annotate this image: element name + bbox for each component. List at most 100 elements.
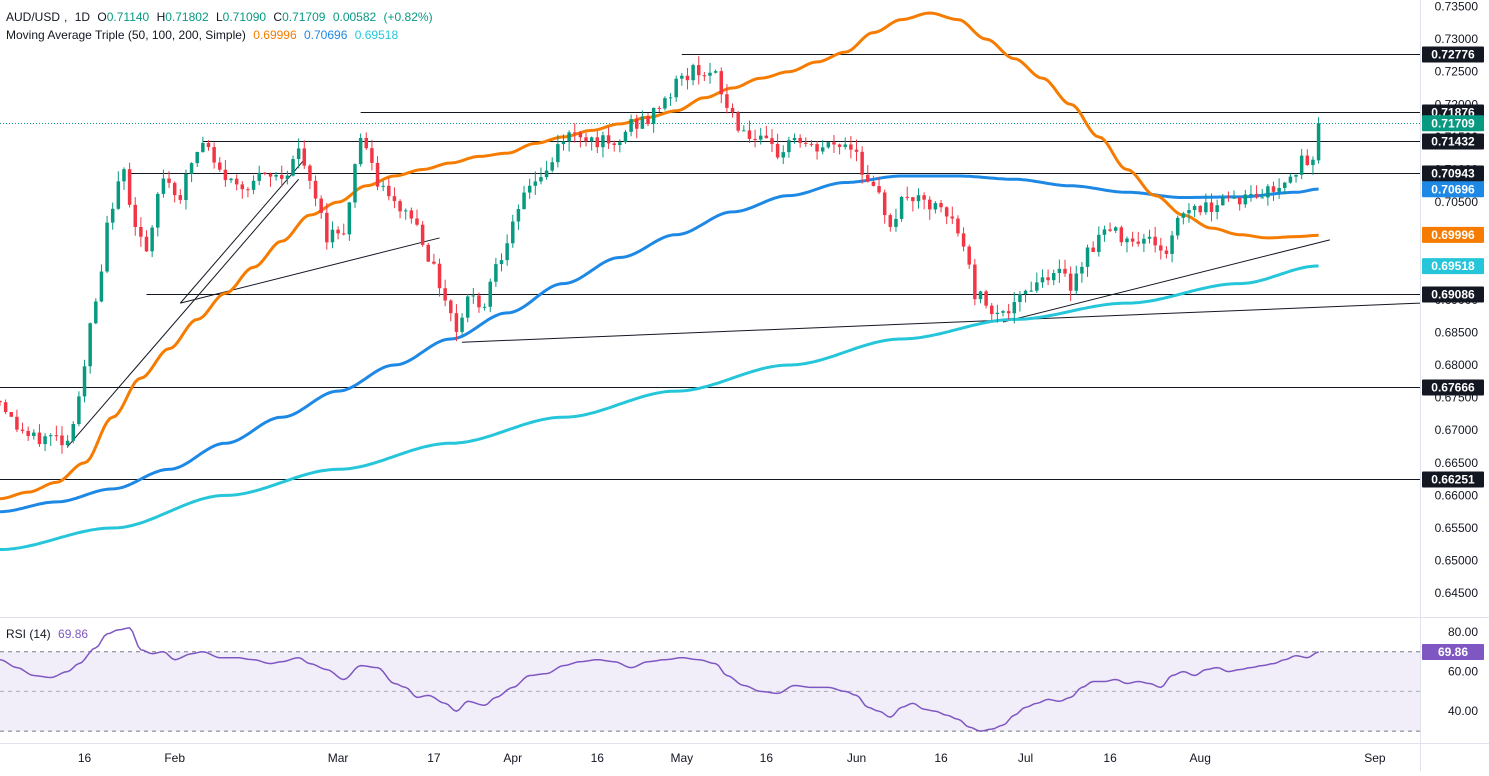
candle-body [1102, 229, 1107, 235]
y-tick-label: 0.73000 [1435, 32, 1479, 46]
candle-body [629, 119, 633, 132]
candle-body [257, 172, 261, 181]
candle-body [781, 152, 786, 158]
ma-legend-label[interactable]: Moving Average Triple (50, 100, 200, Sim… [6, 28, 246, 42]
candle-body [167, 178, 171, 183]
y-tick-label: 0.68500 [1435, 325, 1479, 339]
candle-body [403, 210, 408, 212]
candle-body [392, 196, 397, 202]
candle-body [668, 97, 673, 99]
y-tick-label: 0.66000 [1435, 488, 1479, 502]
candle-body [1001, 311, 1005, 313]
candle-body [950, 216, 955, 219]
x-tick-label: Apr [503, 751, 522, 765]
candle-body [43, 436, 47, 445]
candle-body [967, 246, 971, 265]
candle-body [1046, 277, 1050, 281]
candle-body [651, 107, 656, 125]
candle-body [370, 148, 374, 163]
candle-body [573, 132, 577, 134]
candle-body [420, 224, 425, 245]
low-value: 0.71090 [222, 10, 267, 24]
candle-body [533, 181, 538, 186]
candle-body [1175, 217, 1180, 236]
candle-body [398, 201, 402, 212]
y-tick-label: 0.66500 [1435, 456, 1479, 470]
candle-body [871, 181, 876, 186]
trendline [179, 159, 305, 304]
y-tick-label: 0.70500 [1435, 195, 1479, 209]
series-price-label: 0.70696 [1431, 182, 1475, 196]
ma100-line [0, 174, 1319, 514]
candle-body [1035, 282, 1039, 291]
candle-body [358, 137, 363, 165]
candle-body [234, 178, 239, 185]
candle-body [60, 435, 64, 446]
candle-body [0, 400, 2, 403]
x-tick-label: Jun [847, 751, 866, 765]
candle-body [1125, 238, 1129, 243]
candle-body [905, 196, 909, 198]
candle-body [1232, 197, 1236, 199]
candle-body [702, 75, 707, 77]
candle-body [837, 144, 842, 147]
candle-body [1311, 159, 1315, 166]
candle-body [279, 175, 284, 179]
candle-body [336, 229, 340, 234]
candle-body [206, 142, 211, 148]
candle-body [860, 151, 864, 175]
candle-body [150, 227, 154, 252]
candle-body [753, 138, 757, 140]
candle-body [9, 412, 14, 417]
level-price-label: 0.69086 [1431, 288, 1475, 302]
candle-body [432, 261, 436, 264]
candle-body [995, 312, 1000, 315]
candle-body [550, 162, 554, 171]
rsi-legend-label[interactable]: RSI (14) [6, 627, 51, 641]
candle-body [319, 198, 323, 213]
candle-body [296, 148, 301, 160]
symbol-label[interactable]: AUD/USD [6, 10, 61, 24]
candle-body [758, 135, 763, 140]
candle-body [1192, 206, 1197, 211]
candle-body [1254, 193, 1259, 198]
candle-body [978, 291, 983, 300]
ma50-value: 0.69996 [253, 28, 297, 42]
ma200-line [0, 264, 1319, 551]
y-tick-label: 0.68000 [1435, 358, 1479, 372]
candle-body [1170, 235, 1174, 254]
candle-body [1051, 273, 1056, 281]
candle-body [578, 132, 583, 138]
candle-body [488, 281, 492, 307]
candle-body [640, 116, 645, 129]
candle-body [212, 147, 216, 163]
candle-body [1277, 187, 1281, 192]
candle-body [308, 165, 312, 181]
candle-body [285, 175, 290, 179]
rsi-band-fill [0, 651, 1420, 732]
candle-body [3, 402, 8, 413]
candle-body [156, 193, 160, 228]
candle-body [268, 173, 273, 177]
rsi-tick-label: 60.00 [1448, 665, 1478, 679]
candle-body [353, 164, 357, 203]
level-price-label: 0.72776 [1431, 48, 1475, 62]
candle-body [899, 196, 904, 219]
candle-body [685, 75, 690, 81]
y-tick-label: 0.65000 [1435, 554, 1479, 568]
y-tick-label: 0.72500 [1435, 65, 1479, 79]
candle-body [1113, 227, 1118, 231]
candle-body [26, 430, 30, 437]
candle-body [798, 137, 802, 143]
candle-body [747, 130, 752, 139]
candle-body [223, 169, 228, 181]
interval-label[interactable]: 1D [74, 10, 91, 24]
candle-body [482, 306, 487, 308]
x-tick-label: 16 [760, 751, 774, 765]
candle-body [911, 197, 915, 202]
candle-body [1159, 245, 1163, 251]
change-percent: (+0.82%) [383, 10, 433, 24]
level-price-label: 0.71432 [1431, 135, 1475, 149]
